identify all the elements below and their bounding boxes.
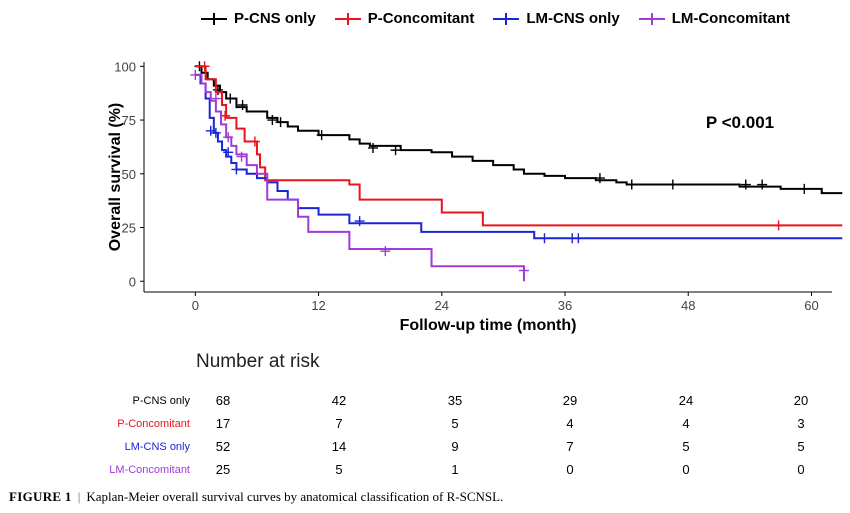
censor-mark	[354, 216, 365, 227]
risk-cell: 25	[215, 462, 231, 477]
censor-mark	[210, 127, 221, 138]
risk-cell: 35	[447, 393, 463, 408]
caption-text: Kaplan-Meier overall survival curves by …	[86, 489, 504, 504]
censor-mark	[573, 233, 584, 244]
legend-label: P-Concomitant	[367, 10, 475, 27]
legend-label: P-CNS only	[234, 10, 316, 27]
figure-caption: FIGURE 1 | Kaplan-Meier overall survival c…	[9, 489, 503, 505]
survival-curve	[195, 65, 843, 227]
survival-curve	[195, 73, 525, 282]
risk-cell: 3	[797, 416, 805, 431]
risk-cell: 5	[797, 439, 805, 454]
censor-mark	[223, 147, 234, 158]
x-tick-label: 48	[681, 298, 695, 313]
censor-mark	[316, 130, 327, 141]
x-tick-label: 0	[192, 298, 199, 313]
risk-cell: 20	[793, 393, 809, 408]
censor-mark	[223, 132, 234, 143]
legend-line-icon	[334, 12, 361, 25]
km-plot: 0 25 50 75 100 0 12 24 36 48 60 Follow-up time (mon…	[107, 59, 843, 334]
y-tick-label: 50	[122, 167, 136, 182]
censor-mark	[212, 84, 223, 95]
censor-mark	[773, 220, 784, 231]
caption-separator: |	[77, 489, 81, 504]
censor-mark	[757, 179, 768, 190]
censor-mark	[799, 183, 810, 194]
y-tick-label: 0	[129, 274, 136, 289]
survival-curve	[195, 73, 843, 240]
censor-mark	[275, 117, 286, 128]
censor-mark	[190, 69, 201, 80]
risk-cell: 24	[678, 393, 694, 408]
censor-mark	[249, 136, 260, 147]
risk-cell: 7	[335, 416, 343, 431]
censor-mark	[199, 61, 210, 72]
risk-cell: 5	[451, 416, 459, 431]
censor-mark	[390, 145, 401, 156]
censor-mark	[594, 173, 605, 184]
censor-mark	[225, 93, 236, 104]
risk-cell: 0	[566, 462, 574, 477]
censor-mark	[236, 151, 247, 162]
x-tick-label: 60	[804, 298, 818, 313]
series-lm-concomitant	[190, 69, 529, 282]
risk-cell: 0	[682, 462, 690, 477]
risk-table-title: Number at risk	[196, 351, 320, 372]
legend-line-icon	[201, 12, 227, 25]
legend-label: LM-CNS only	[526, 10, 620, 27]
censor-mark	[740, 179, 751, 190]
y-axis-label: Overall survival (%)	[107, 103, 124, 252]
legend-item: P-CNS only	[200, 10, 316, 27]
censor-mark	[231, 164, 242, 175]
risk-row-label: P-CNS only	[132, 395, 190, 407]
risk-cell: 14	[331, 439, 347, 454]
risk-cell: 1	[451, 462, 459, 477]
censor-mark	[205, 125, 216, 136]
censor-mark	[539, 233, 550, 244]
censor-mark	[380, 246, 391, 257]
risk-row-label: LM-CNS only	[124, 441, 190, 453]
risk-cell: 5	[335, 462, 343, 477]
series-p-concomitant	[195, 61, 843, 231]
x-tick-label: 36	[558, 298, 572, 313]
censor-mark	[237, 99, 248, 110]
risk-cell: 42	[331, 393, 347, 408]
risk-cell: 0	[797, 462, 805, 477]
risk-cell: 4	[566, 416, 574, 431]
risk-cell: 7	[566, 439, 574, 454]
risk-cell: 5	[682, 439, 690, 454]
risk-cell: 17	[215, 416, 231, 431]
risk-cell: 4	[682, 416, 690, 431]
censor-mark	[210, 93, 221, 104]
risk-cell: 52	[215, 439, 231, 454]
x-tick-label: 12	[311, 298, 325, 313]
risk-cell: 29	[562, 393, 578, 408]
risk-cell: 9	[451, 439, 459, 454]
risk-row-label: P-Concomitant	[117, 418, 190, 430]
risk-row-label: LM-Concomitant	[109, 464, 190, 476]
figure-label: FIGURE 1	[9, 489, 72, 504]
risk-cell: 68	[215, 393, 231, 408]
series-lm-cns-only	[195, 73, 843, 244]
censor-mark	[267, 115, 278, 126]
p-value-annotation: P <0.001	[706, 113, 774, 132]
x-tick-label: 24	[435, 298, 449, 313]
legend-line-icon	[493, 12, 520, 25]
series-p-cns-only	[194, 61, 843, 195]
y-tick-label: 25	[122, 221, 136, 236]
legend-line-icon	[638, 12, 665, 25]
legend-item: LM-CNS only	[492, 10, 620, 27]
censor-mark	[518, 265, 529, 276]
censor-mark	[667, 179, 678, 190]
y-tick-label: 100	[114, 59, 136, 74]
legend-item: P-Concomitant	[334, 10, 475, 27]
x-axis-label: Follow-up time (month)	[400, 317, 577, 334]
chart-legend: P-CNS only P-Concomitant LM-CNS only LM-Con…	[200, 10, 790, 27]
legend-label: LM-Concomitant	[671, 10, 791, 27]
legend-item: LM-Concomitant	[638, 10, 790, 27]
y-tick-label: 75	[122, 113, 136, 128]
censor-mark	[367, 142, 378, 153]
censor-mark	[626, 179, 637, 190]
